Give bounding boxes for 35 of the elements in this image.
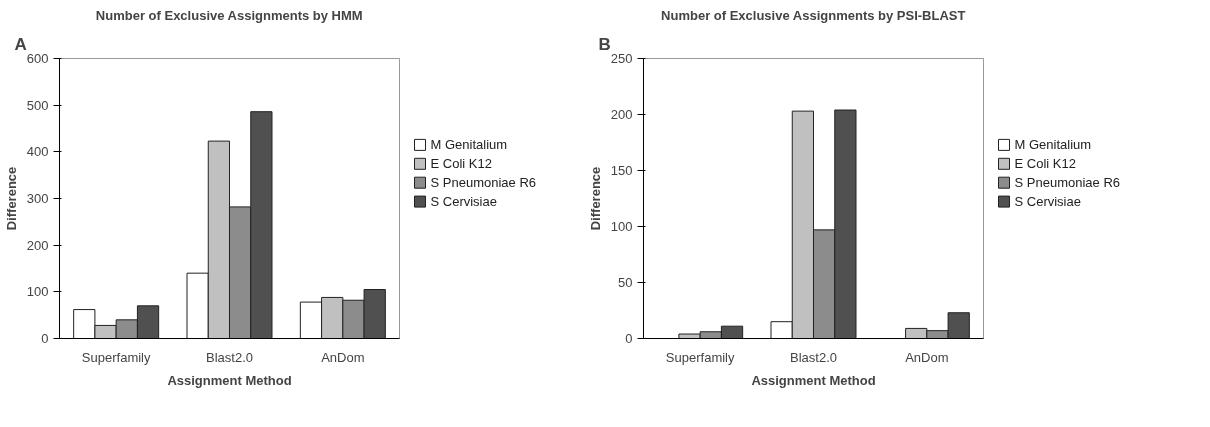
y-tick-label: 200 bbox=[26, 237, 49, 253]
legend-label: E Coli K12 bbox=[1014, 156, 1076, 172]
y-tick-label: 50 bbox=[618, 275, 633, 290]
y-tick-label: 0 bbox=[41, 331, 49, 346]
y-tick-label: 100 bbox=[26, 284, 49, 300]
y-tick-label: 300 bbox=[26, 191, 49, 206]
text: A bbox=[14, 34, 27, 54]
legend-label: S Pneumoniae R6 bbox=[1014, 175, 1121, 191]
x-tick-label: AnDom bbox=[321, 349, 365, 365]
x-tick-label: AnDom bbox=[905, 349, 949, 365]
legend-label: S Cervisiae bbox=[1014, 194, 1081, 210]
y-axis-title: Difference bbox=[3, 166, 19, 231]
y-tick-label: 0 bbox=[625, 331, 633, 346]
y-tick-label: 250 bbox=[610, 51, 633, 66]
x-axis-title: Assignment Method bbox=[167, 372, 292, 388]
y-axis-title: Difference bbox=[587, 166, 603, 231]
chart-title: Number of Exclusive Assignments by HMM bbox=[95, 7, 363, 23]
y-tick-label: 200 bbox=[610, 107, 633, 122]
y-tick-label: 100 bbox=[610, 219, 633, 234]
legend-label: S Cervisiae bbox=[430, 194, 497, 210]
y-tick-label: 150 bbox=[610, 163, 633, 178]
x-tick-label: Superfamily bbox=[81, 349, 151, 365]
y-tick-label: 600 bbox=[26, 51, 49, 66]
x-tick-label: Superfamily bbox=[665, 349, 735, 365]
legend-label: E Coli K12 bbox=[430, 156, 492, 172]
y-tick-label: 500 bbox=[26, 97, 49, 113]
legend-label: M Genitalium bbox=[430, 137, 508, 153]
text: B bbox=[598, 34, 611, 54]
chart-title: Number of Exclusive Assignments by PSI-BLAST bbox=[661, 7, 966, 23]
x-tick-label: Blast2.0 bbox=[206, 349, 253, 365]
legend-label: S Pneumoniae R6 bbox=[430, 175, 537, 191]
x-axis-title: Assignment Method bbox=[751, 372, 876, 388]
y-tick-label: 400 bbox=[26, 144, 49, 160]
x-tick-label: Blast2.0 bbox=[790, 349, 837, 365]
legend-label: M Genitalium bbox=[1014, 137, 1092, 153]
